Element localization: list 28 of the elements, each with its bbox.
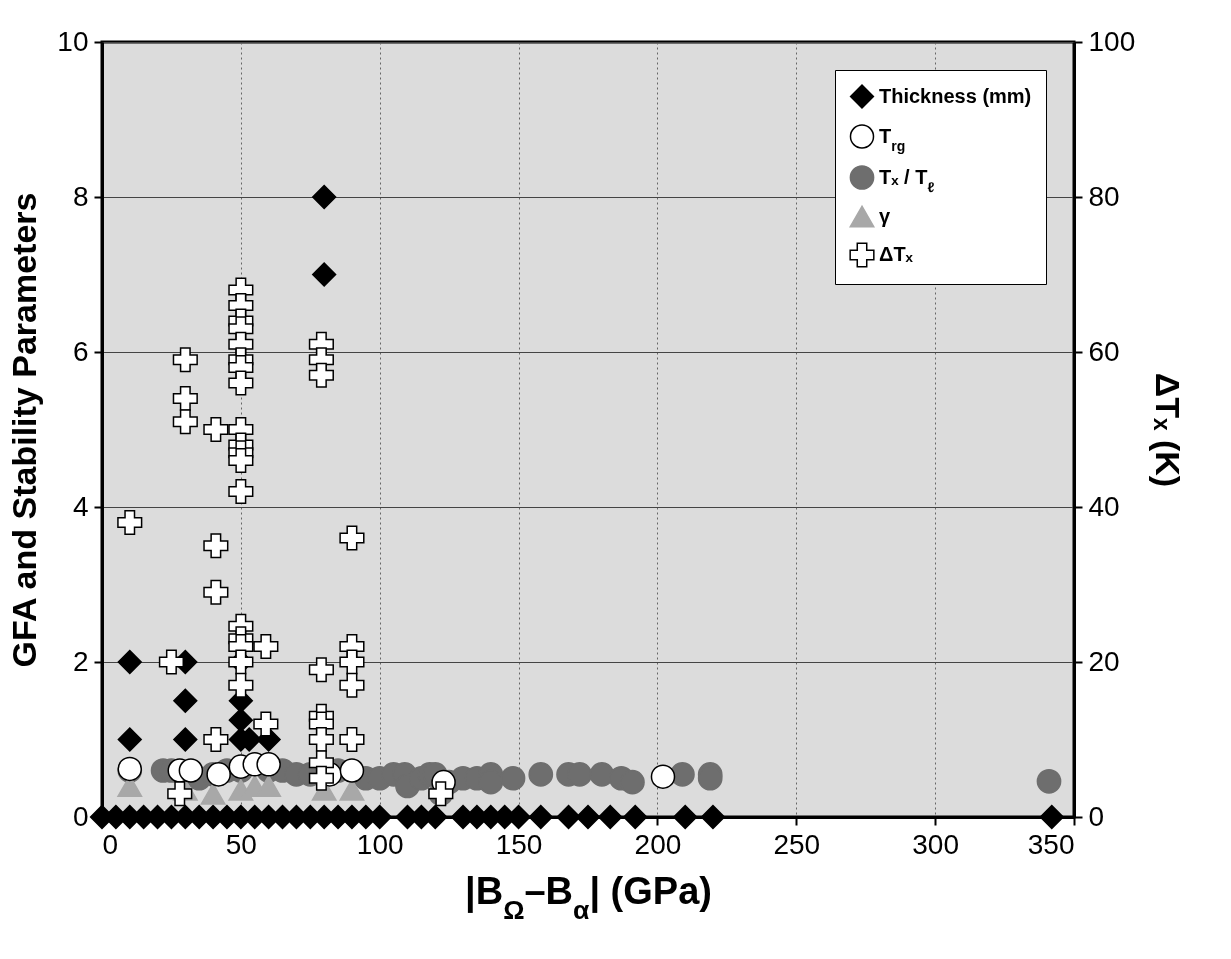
y2-tick-label: 20 [1088, 645, 1120, 677]
y2-tick-label: 80 [1088, 180, 1120, 212]
y2-axis-title: ΔTₓ (K) [1149, 372, 1188, 488]
y2-tick-label: 0 [1088, 800, 1105, 832]
x-tick-label: 0 [102, 828, 119, 860]
x-tick-label: 250 [773, 828, 821, 860]
y-tick-label: 6 [72, 335, 89, 367]
x-tick-label: 350 [1027, 828, 1075, 860]
x-tick-label: 200 [634, 828, 682, 860]
y-tick-label: 0 [72, 800, 89, 832]
y2-tick-label: 40 [1088, 490, 1120, 522]
x-axis-title: |B$_{Ω}$–B$_{α}$| (GPa) [465, 869, 712, 925]
x-tick-label: 50 [225, 828, 257, 860]
legend-label: Thickness (mm) [879, 84, 1032, 107]
y2-tick-label: 60 [1088, 335, 1120, 367]
y2-tick-label: 100 [1088, 25, 1136, 57]
legend-label: γ [879, 204, 891, 227]
legend-label: T$_{rg}$ [879, 124, 906, 154]
y-tick-label: 10 [57, 25, 89, 57]
y-axis-title: GFA and Stability Parameters [5, 192, 44, 668]
y-tick-label: 4 [72, 490, 89, 522]
legend-label: ΔTₓ [879, 243, 914, 265]
x-tick-label: 300 [912, 828, 959, 860]
y-tick-label: 2 [72, 645, 89, 677]
x-tick-label: 100 [356, 828, 404, 860]
y-tick-label: 8 [72, 180, 89, 212]
x-tick-label: 150 [495, 828, 543, 860]
legend-label: Tₓ / T$_{ℓ}$ [879, 165, 935, 195]
